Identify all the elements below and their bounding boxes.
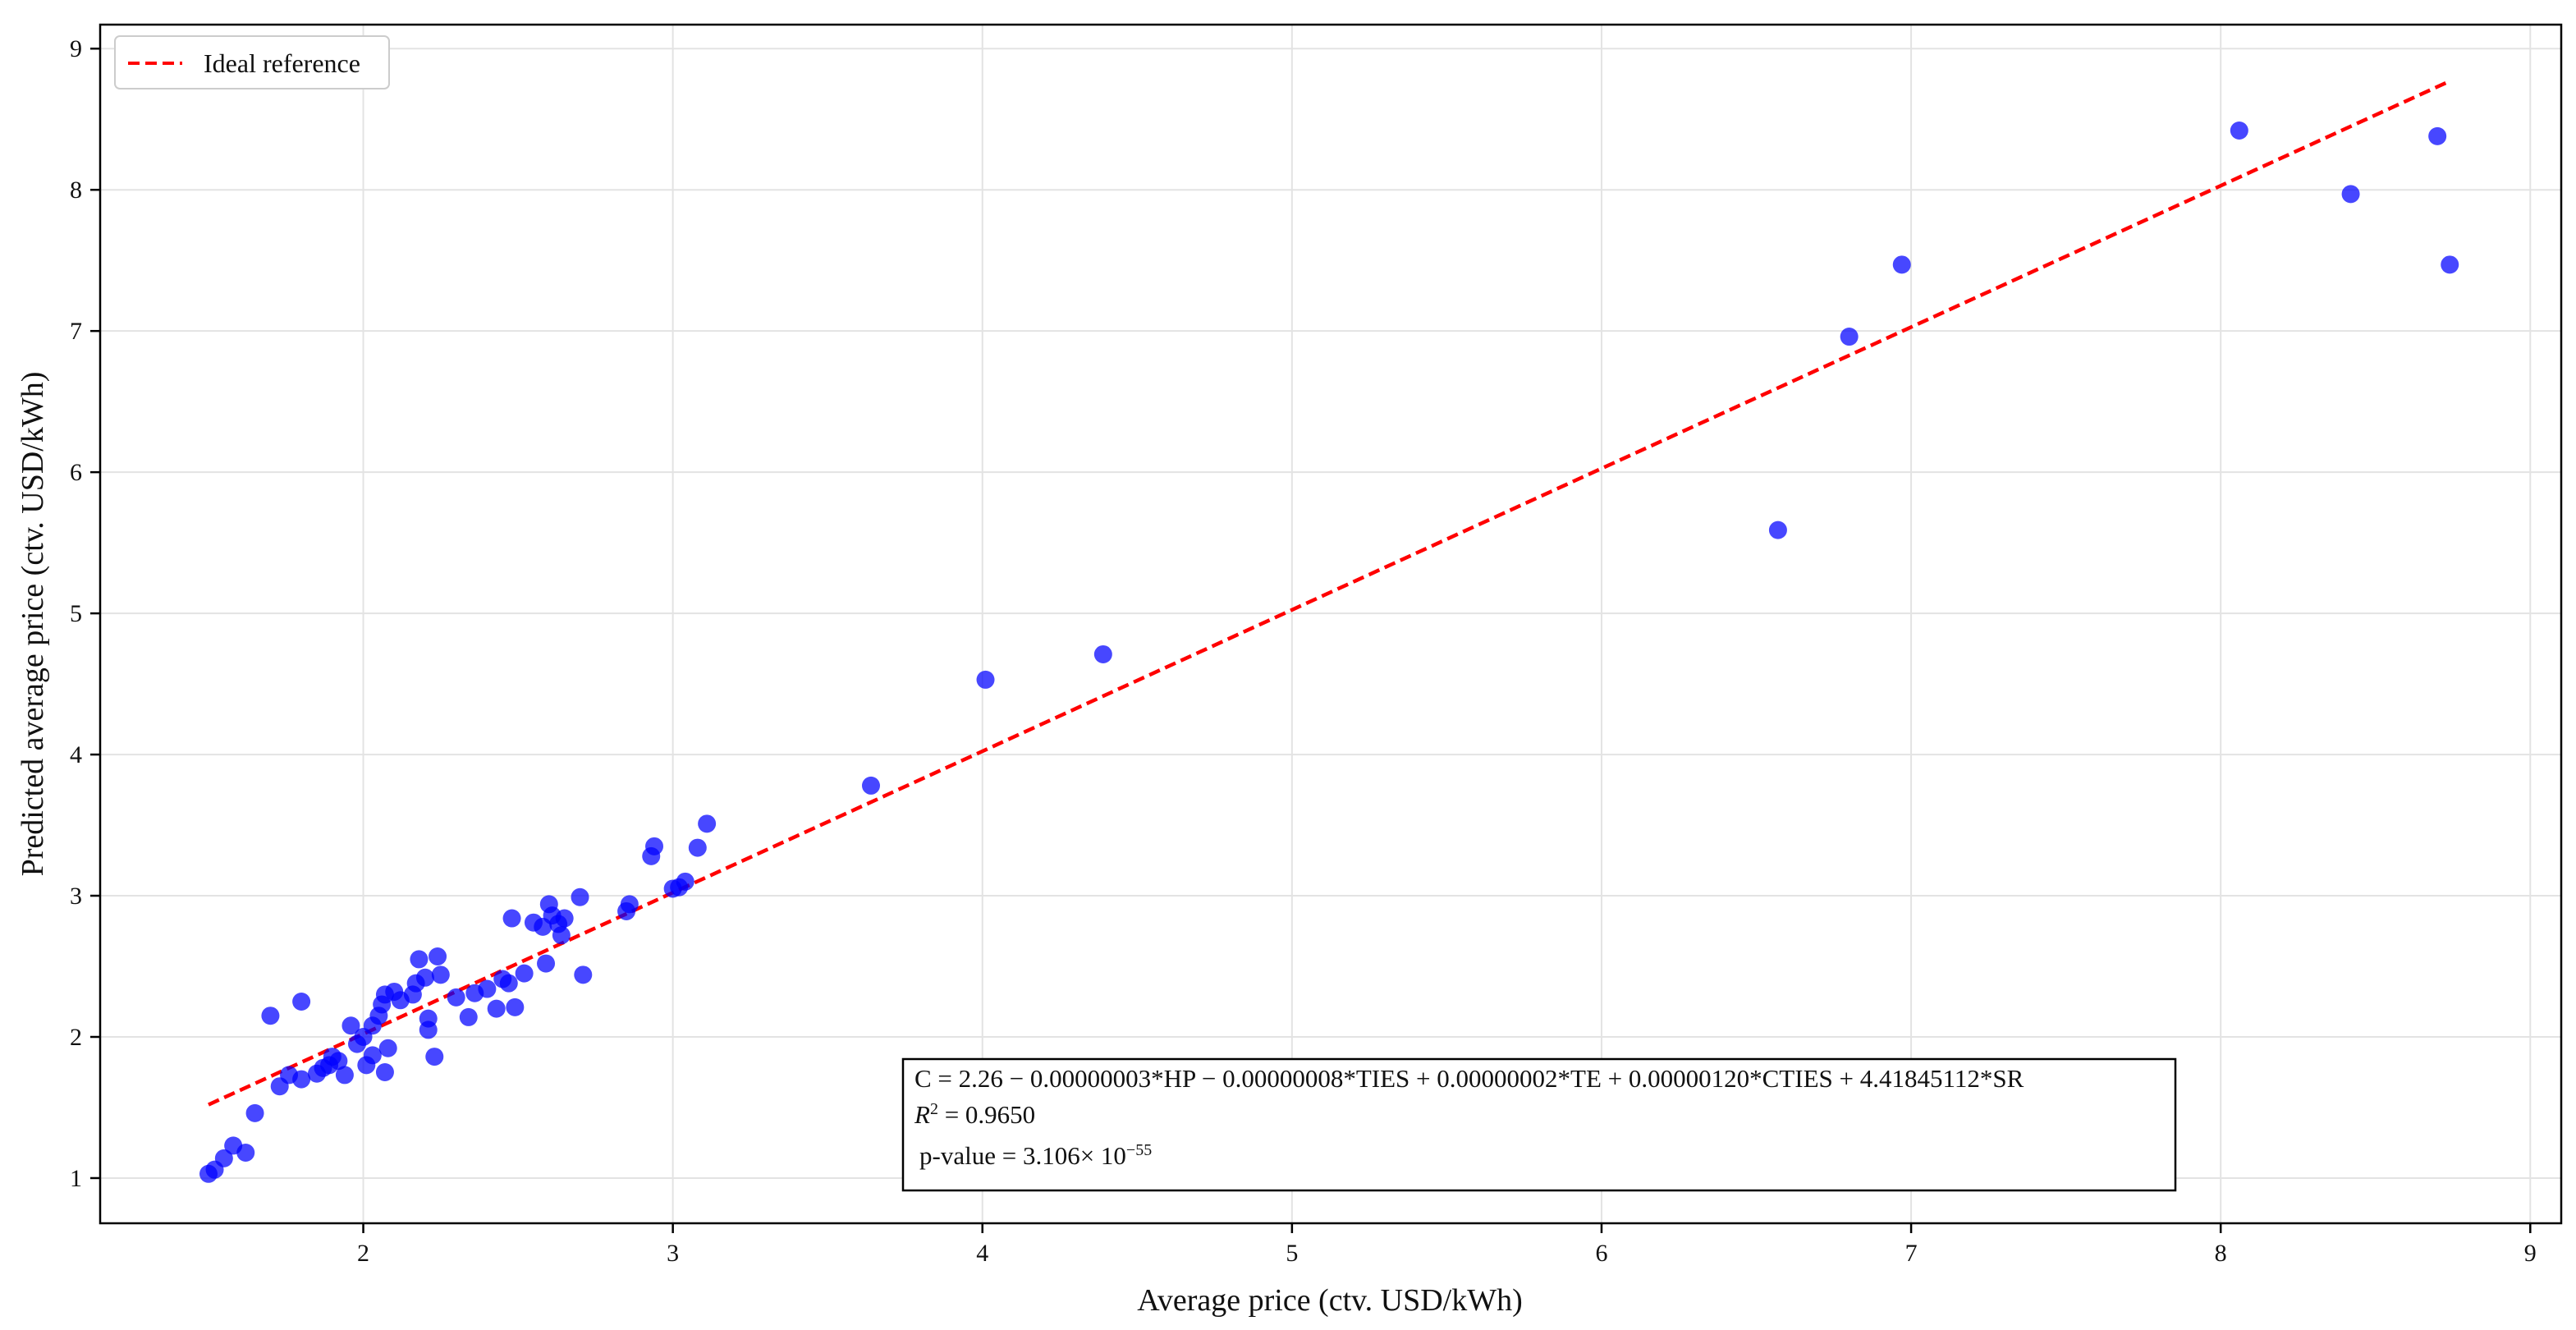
data-point xyxy=(335,1066,354,1085)
data-point xyxy=(487,999,506,1018)
grid-lines xyxy=(100,25,2561,1223)
x-tick-label: 2 xyxy=(357,1240,369,1267)
legend-box xyxy=(114,35,390,89)
x-axis-label: Average price (ctv. USD/kWh) xyxy=(1137,1283,1523,1318)
r-squared-symbol: R xyxy=(914,1100,930,1129)
data-point xyxy=(415,968,434,987)
legend: Ideal reference xyxy=(114,35,390,89)
data-point xyxy=(410,950,429,969)
data-point xyxy=(571,887,589,906)
data-point xyxy=(515,964,534,983)
axis-ticks: 2 3 4 5 6 7 8 9 1 2 3 4 5 6 7 8 9 xyxy=(70,35,2537,1267)
data-point xyxy=(620,895,639,914)
y-tick-label: 4 xyxy=(70,741,82,768)
data-point xyxy=(429,947,447,965)
data-point xyxy=(2441,255,2459,274)
data-point xyxy=(506,998,525,1016)
r-squared-exponent: 2 xyxy=(930,1100,938,1118)
data-point xyxy=(502,909,521,928)
data-point xyxy=(1768,521,1787,539)
x-tick-label: 7 xyxy=(1905,1240,1918,1267)
data-point xyxy=(478,979,497,998)
data-point xyxy=(329,1052,348,1071)
data-point xyxy=(447,988,465,1007)
data-point xyxy=(645,837,664,855)
x-tick-label: 5 xyxy=(1286,1240,1298,1267)
y-tick-label: 3 xyxy=(70,883,82,910)
data-point xyxy=(537,954,556,973)
y-tick-label: 7 xyxy=(70,318,82,345)
data-points xyxy=(199,121,2459,1183)
data-point xyxy=(261,1007,280,1025)
legend-entry-ideal-reference: Ideal reference xyxy=(204,48,360,78)
y-tick-label: 9 xyxy=(70,35,82,62)
data-point xyxy=(2428,126,2447,145)
data-point xyxy=(425,1048,444,1066)
y-tick-label: 1 xyxy=(70,1165,82,1192)
data-point xyxy=(378,1039,397,1057)
data-point xyxy=(292,1070,311,1089)
regression-equation: C = 2.26 − 0.00000003*HP − 0.00000008*TI… xyxy=(914,1064,2024,1093)
y-axis-label: Predicted average price (ctv. USD/kWh) xyxy=(16,372,50,877)
data-point xyxy=(861,776,880,795)
data-point xyxy=(698,814,717,833)
data-point xyxy=(1840,328,1859,346)
data-point xyxy=(2341,185,2360,204)
data-point xyxy=(676,872,694,891)
data-point xyxy=(459,1007,478,1026)
p-value-label: p-value = 3.106× 10 xyxy=(919,1141,1126,1170)
data-point xyxy=(499,974,518,993)
p-value-exponent: −55 xyxy=(1126,1141,1152,1159)
regression-annotation: C = 2.26 − 0.00000003*HP − 0.00000008*TI… xyxy=(901,1057,2177,1192)
data-point xyxy=(555,909,574,928)
r-squared-text: R2 = 0.9650 xyxy=(914,1100,1035,1129)
x-tick-label: 4 xyxy=(976,1240,988,1267)
x-tick-label: 8 xyxy=(2215,1240,2227,1267)
data-point xyxy=(552,926,571,945)
data-point xyxy=(292,993,311,1011)
annotation-box xyxy=(901,1057,2177,1192)
y-tick-label: 6 xyxy=(70,459,82,486)
x-tick-label: 6 xyxy=(1595,1240,1607,1267)
data-point xyxy=(419,1020,438,1039)
ideal-reference-line xyxy=(208,80,2448,1107)
data-point xyxy=(688,838,707,857)
y-tick-label: 8 xyxy=(70,177,82,204)
data-point xyxy=(574,965,593,984)
p-value-text: p-value = 3.106× 10−55 xyxy=(919,1141,1152,1170)
x-tick-label: 3 xyxy=(667,1240,679,1267)
data-point xyxy=(236,1144,255,1163)
x-tick-label: 9 xyxy=(2524,1240,2537,1267)
data-point xyxy=(341,1016,360,1035)
data-point xyxy=(214,1149,233,1167)
y-tick-label: 2 xyxy=(70,1024,82,1051)
plot-frame xyxy=(99,23,2563,1225)
data-point xyxy=(2230,121,2248,140)
data-point xyxy=(1892,255,1911,274)
r-squared-value: = 0.9650 xyxy=(938,1100,1035,1129)
y-tick-label: 5 xyxy=(70,600,82,627)
data-point xyxy=(363,1046,382,1065)
reference-line-group xyxy=(208,80,2448,1107)
data-point xyxy=(375,1062,394,1081)
data-point xyxy=(1093,644,1112,663)
data-point xyxy=(431,965,450,984)
data-point xyxy=(245,1103,264,1122)
data-point xyxy=(976,670,995,689)
